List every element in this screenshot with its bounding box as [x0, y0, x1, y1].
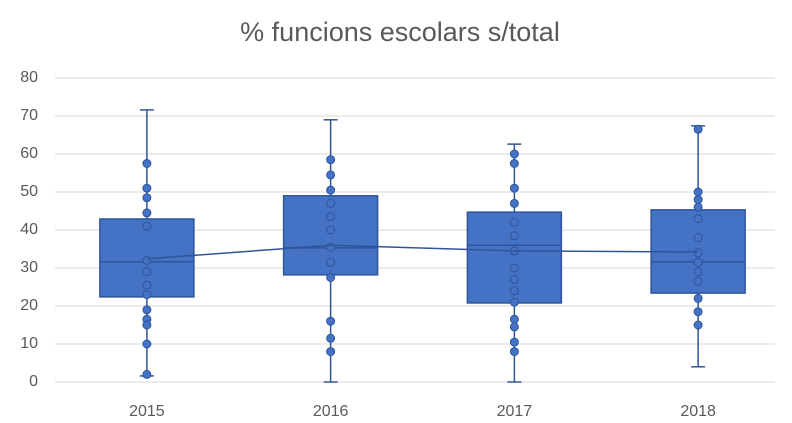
data-point — [326, 257, 336, 267]
data-point — [693, 267, 703, 277]
data-point — [509, 149, 519, 159]
y-tick-label: 10 — [20, 335, 38, 352]
data-point — [693, 307, 703, 317]
data-point — [509, 337, 519, 347]
data-point — [142, 208, 152, 218]
data-point — [142, 159, 152, 168]
y-tick-label: 80 — [20, 69, 38, 86]
data-point — [693, 248, 703, 258]
data-point — [326, 242, 336, 252]
chart-title: % funcions escolars s/total — [240, 17, 560, 47]
data-point — [326, 347, 336, 357]
data-point — [326, 273, 336, 282]
y-tick-label: 60 — [20, 145, 38, 162]
data-point — [142, 280, 152, 290]
data-point — [693, 257, 703, 267]
data-point — [509, 314, 519, 324]
data-point — [326, 185, 336, 195]
data-point — [693, 320, 703, 330]
data-point — [693, 124, 703, 134]
data-point — [142, 305, 152, 315]
data-point — [693, 214, 703, 224]
y-tick-label: 50 — [20, 183, 38, 200]
data-point — [326, 198, 336, 208]
data-point — [693, 187, 703, 197]
y-tick-label: 20 — [20, 297, 38, 314]
x-tick-label: 2015 — [129, 403, 165, 420]
data-point — [509, 263, 519, 273]
y-tick-label: 30 — [20, 259, 38, 276]
data-point — [326, 333, 336, 343]
data-point — [509, 231, 519, 241]
data-point — [693, 233, 703, 243]
data-point — [326, 170, 336, 180]
data-point — [142, 339, 152, 349]
y-tick-label: 70 — [20, 107, 38, 124]
data-point — [326, 212, 336, 222]
data-point — [509, 159, 519, 168]
data-point — [142, 183, 152, 193]
y-tick-label: 40 — [20, 221, 38, 238]
data-point — [142, 267, 152, 277]
data-point — [326, 225, 336, 235]
data-point — [142, 290, 152, 300]
mean-line — [146, 244, 699, 260]
data-point — [693, 276, 703, 286]
x-tick-label: 2018 — [680, 403, 716, 420]
data-point — [509, 322, 519, 332]
data-point — [142, 221, 152, 231]
data-point — [509, 217, 519, 227]
data-point — [142, 255, 152, 265]
data-point — [142, 193, 152, 203]
x-tick-label: 2017 — [497, 403, 533, 420]
data-point — [509, 183, 519, 193]
data-point — [509, 286, 519, 296]
data-point — [509, 297, 519, 307]
data-point — [509, 198, 519, 208]
data-point — [693, 293, 703, 303]
data-point — [509, 274, 519, 284]
y-tick-label: 0 — [29, 373, 38, 390]
data-point — [142, 320, 152, 330]
data-point — [693, 202, 703, 212]
data-point — [326, 155, 336, 165]
data-point — [509, 347, 519, 357]
data-point — [693, 195, 703, 205]
data-point — [142, 369, 152, 379]
x-tick-label: 2016 — [313, 403, 349, 420]
data-point — [326, 316, 336, 326]
